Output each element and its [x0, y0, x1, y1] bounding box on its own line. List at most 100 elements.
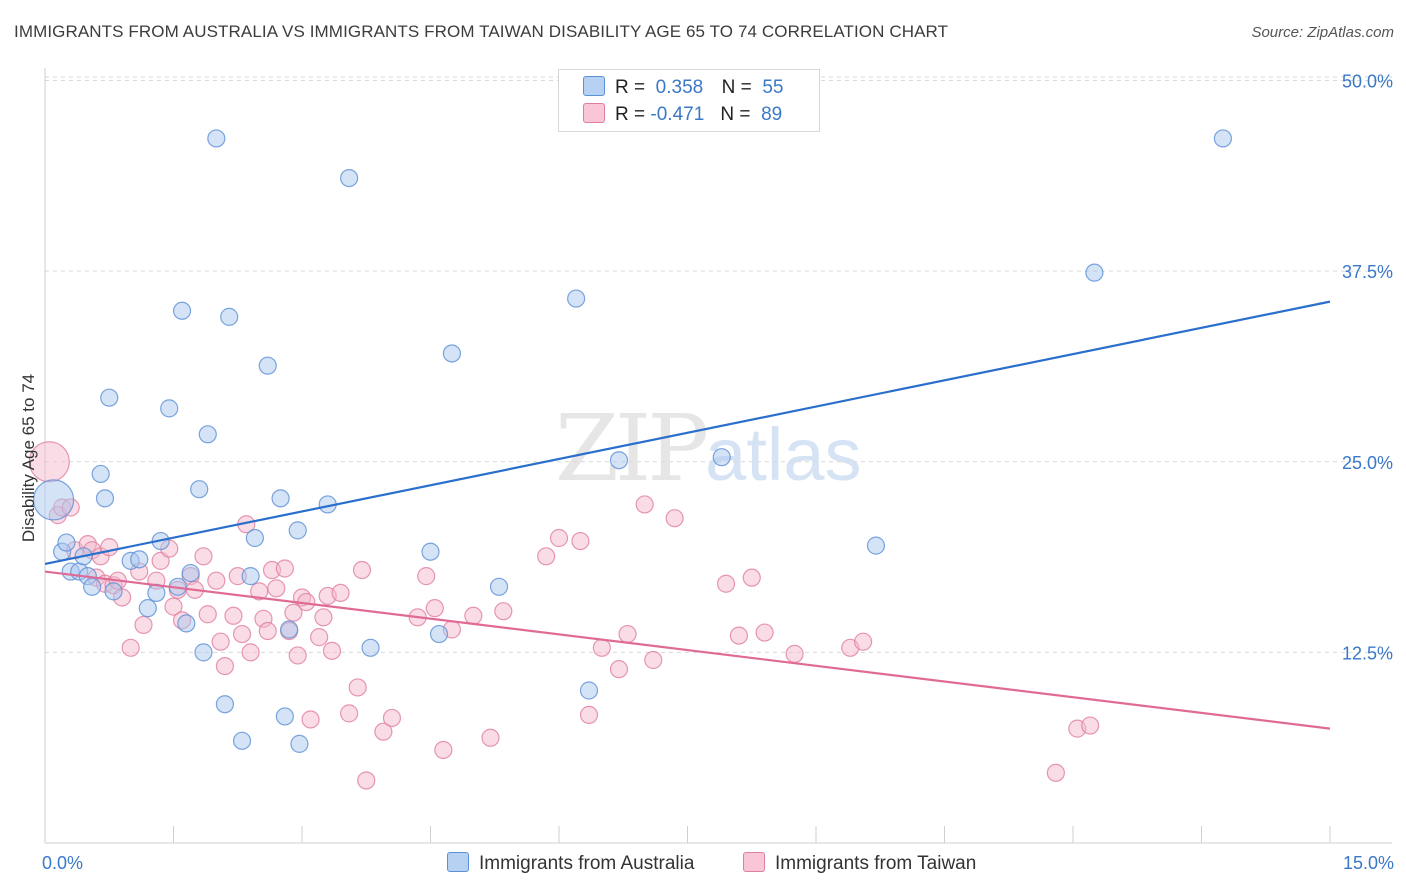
taiwan-point: [348, 678, 367, 697]
australia-point: [83, 577, 102, 596]
taiwan-point: [618, 624, 637, 644]
legend-row-australia: R = 0.358 N = 55: [583, 76, 783, 100]
australia-point: [220, 307, 239, 326]
taiwan-point: [250, 582, 269, 601]
australia-r-value: 0.358: [655, 77, 704, 98]
taiwan-point: [121, 638, 140, 657]
australia-n-value: 55: [762, 77, 784, 98]
australia-point: [866, 536, 886, 555]
taiwan-point: [434, 740, 453, 760]
australia-point: [421, 542, 440, 561]
australia-point: [215, 695, 234, 714]
taiwan-point: [198, 605, 217, 624]
australia-point: [1213, 129, 1233, 148]
australia-point: [579, 681, 599, 700]
taiwan-point: [215, 656, 234, 676]
australia-point: [207, 129, 226, 148]
taiwan-point: [537, 547, 556, 566]
taiwan-point: [207, 571, 226, 590]
chart-title: IMMIGRANTS FROM AUSTRALIA VS IMMIGRANTS …: [14, 22, 949, 41]
taiwan-trend-line: [44, 570, 1331, 730]
taiwan-point: [742, 568, 761, 587]
australia-point: [442, 344, 462, 363]
australia-point: [95, 489, 115, 508]
australia-point: [198, 425, 217, 444]
taiwan-point: [314, 608, 333, 627]
taiwan-point: [609, 660, 629, 679]
australia-point: [177, 614, 196, 633]
legend-row-taiwan: R = -0.471 N = 89: [583, 103, 782, 127]
y-tick-label: 50.0%: [1342, 72, 1393, 92]
taiwan-point: [579, 705, 599, 725]
taiwan-point: [194, 547, 213, 566]
taiwan-point: [241, 643, 260, 662]
taiwan-point: [275, 559, 294, 578]
taiwan-point: [322, 641, 342, 660]
taiwan-point: [310, 628, 329, 647]
taiwan-point: [352, 560, 372, 580]
taiwan-point: [340, 704, 359, 723]
taiwan-point: [211, 632, 230, 651]
watermark-zip: ZIP: [555, 395, 709, 502]
gridlines: [45, 76, 1392, 653]
watermark: ZIPatlas: [555, 395, 861, 502]
taiwan-point: [267, 579, 286, 598]
australia-r-label: R =: [615, 77, 646, 98]
correlation-legend: R = 0.358 N = 55 R = -0.471 N = 89: [558, 69, 820, 132]
taiwan-point: [716, 574, 736, 593]
taiwan-point: [374, 722, 393, 741]
australia-point: [160, 399, 179, 418]
taiwan-point: [571, 531, 590, 551]
taiwan-r-label: R =: [615, 104, 646, 125]
taiwan-points: [28, 441, 1100, 790]
australia-point: [91, 464, 110, 484]
taiwan-point: [164, 597, 183, 616]
australia-point: [194, 643, 213, 662]
taiwan-r-value: -0.471: [650, 104, 705, 125]
australia-swatch: [583, 76, 605, 96]
australia-point: [245, 528, 264, 548]
taiwan-point: [331, 583, 350, 603]
taiwan-point: [592, 638, 611, 657]
australia-point: [567, 289, 586, 308]
taiwan-point: [258, 621, 277, 641]
bottom-australia-label: Immigrants from Australia: [479, 853, 695, 874]
watermark-atlas: atlas: [705, 413, 862, 496]
bottom-taiwan-label: Immigrants from Taiwan: [775, 853, 977, 874]
australia-point: [1085, 263, 1104, 282]
taiwan-n-label: N =: [720, 104, 751, 125]
y-tick-label: 37.5%: [1342, 262, 1393, 282]
bottom-legend-taiwan: Immigrants from Taiwan: [743, 852, 976, 876]
y-axis-title: Disability Age 65 to 74: [19, 374, 38, 542]
australia-point: [32, 479, 75, 521]
australia-point: [232, 731, 252, 750]
australia-point: [104, 582, 123, 601]
taiwan-point: [284, 603, 303, 622]
australia-point: [271, 489, 290, 508]
australia-point: [290, 734, 309, 753]
taiwan-point: [232, 624, 252, 644]
taiwan-point: [494, 602, 513, 621]
taiwan-point: [481, 728, 500, 747]
australia-point: [130, 550, 149, 569]
y-tick-label: 25.0%: [1342, 453, 1393, 473]
bottom-taiwan-swatch: [743, 852, 765, 872]
australia-point: [100, 388, 119, 407]
taiwan-point: [134, 615, 153, 635]
australia-point: [241, 567, 260, 586]
taiwan-swatch: [583, 103, 605, 123]
taiwan-point: [417, 567, 436, 586]
x-tick-label-min: 0.0%: [42, 853, 83, 873]
australia-points: [32, 129, 1233, 753]
australia-point: [288, 521, 307, 540]
australia-point: [340, 169, 359, 188]
x-tick-label-max: 15.0%: [1343, 853, 1394, 873]
taiwan-point: [729, 626, 749, 645]
taiwan-point: [854, 632, 873, 651]
australia-point: [275, 707, 294, 726]
australia-point: [172, 301, 192, 320]
taiwan-point: [464, 606, 483, 625]
taiwan-point: [635, 495, 654, 514]
taiwan-point: [357, 771, 376, 790]
